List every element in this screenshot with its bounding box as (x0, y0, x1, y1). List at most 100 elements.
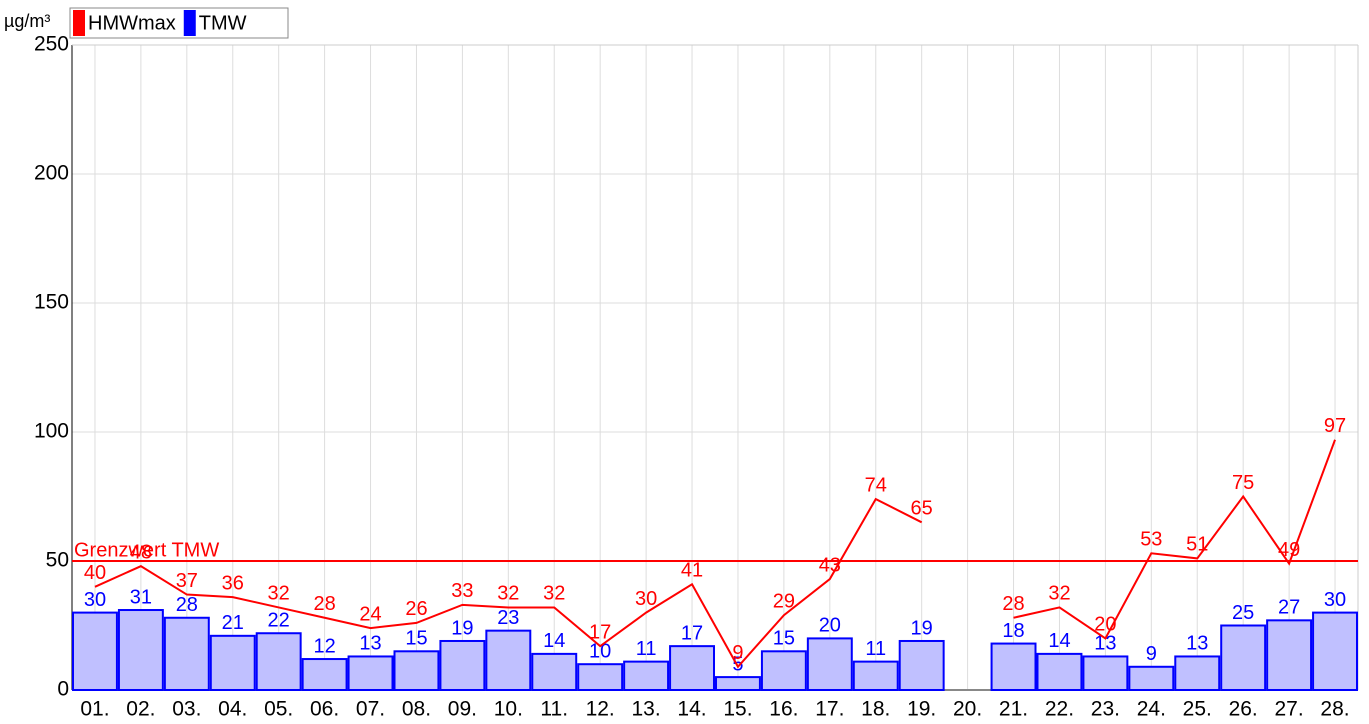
line-value-label: 29 (773, 590, 795, 612)
bar (806, 637, 853, 692)
bar-value-label: 15 (405, 628, 427, 650)
x-tick-label: 16. (769, 698, 798, 721)
line-value-label: 51 (1186, 534, 1208, 556)
line-value-label: 30 (635, 588, 657, 610)
x-tick-label: 03. (172, 698, 201, 721)
bar (715, 676, 761, 691)
x-tick-label: 09. (448, 698, 477, 721)
legend-label: HMWmax (88, 12, 176, 34)
bar-value-label: 17 (681, 622, 703, 644)
bar-value-label: 11 (636, 638, 657, 660)
bar (301, 658, 348, 691)
x-tick-label: 01. (80, 698, 109, 721)
bar (209, 634, 256, 692)
x-tick-label: 06. (310, 698, 339, 721)
x-tick-label: 11. (540, 698, 568, 721)
x-tick-label: 08. (402, 698, 431, 721)
x-tick-label: 17. (815, 698, 844, 721)
line (94, 439, 1336, 669)
line-value-label: 37 (176, 570, 198, 592)
line-value-label: 32 (543, 583, 565, 605)
x-tick-label: 07. (356, 698, 385, 721)
bar-value-label: 21 (222, 612, 244, 634)
x-tick-label: 27. (1275, 698, 1304, 721)
plot-area (72, 45, 1358, 690)
line-value-label: 9 (732, 642, 743, 664)
x-tick-label: 28. (1320, 698, 1349, 721)
bar-value-label: 13 (359, 633, 381, 655)
bar-value-label: 30 (84, 589, 106, 611)
bar (1266, 619, 1313, 692)
bar-value-label: 22 (268, 610, 290, 632)
bar (1128, 665, 1175, 692)
bar (1036, 652, 1083, 692)
x-tick-label: 13. (632, 698, 661, 721)
bar-value-label: 12 (313, 635, 335, 657)
line-value-label: 65 (911, 498, 933, 520)
line-value-label: 48 (130, 541, 152, 563)
x-tick-label: 25. (1183, 698, 1212, 721)
line-value-label: 28 (313, 593, 335, 615)
line-value-label: 75 (1232, 472, 1254, 494)
bar (898, 639, 945, 691)
line-value-label: 32 (268, 583, 290, 605)
bar-value-label: 30 (1324, 589, 1346, 611)
bar-value-label: 18 (1002, 620, 1024, 642)
y-tick-label: 50 (46, 549, 69, 572)
bar-value-label: 13 (1186, 633, 1208, 655)
bar (760, 650, 807, 691)
y-tick-label: 100 (34, 420, 69, 443)
x-tick-label: 10. (494, 698, 523, 721)
x-tick-label: 24. (1137, 698, 1166, 721)
bar-value-label: 9 (1146, 643, 1157, 665)
bar-value-label: 25 (1232, 602, 1254, 624)
line-value-label: 20 (1094, 614, 1116, 636)
x-tick-label: 26. (1229, 698, 1258, 721)
bar (852, 660, 899, 691)
bar (255, 632, 302, 691)
line-value-label: 43 (819, 554, 841, 576)
x-tick-label: 02. (126, 698, 155, 721)
bar-value-label: 31 (130, 586, 152, 608)
line-value-label: 26 (405, 598, 427, 620)
bar (72, 611, 118, 691)
x-tick-label: 18. (861, 698, 890, 721)
bar-value-label: 5 (732, 653, 743, 675)
line-value-label: 40 (84, 562, 106, 584)
x-tick-label: 19. (907, 698, 936, 721)
bar-value-label: 15 (773, 628, 795, 650)
legend-swatch (73, 10, 85, 36)
bar (485, 629, 532, 691)
bar-value-label: 13 (1094, 633, 1116, 655)
bar-value-label: 23 (497, 607, 519, 629)
bar (531, 652, 578, 692)
x-tick-label: 14. (677, 698, 706, 721)
line-value-label: 32 (497, 583, 519, 605)
x-tick-label: 21. (999, 698, 1028, 721)
unit-label: µg/m³ (4, 11, 50, 31)
threshold-label: Grenzwert TMW (74, 539, 219, 561)
y-tick-label: 250 (34, 33, 69, 56)
line-value-label: 17 (589, 621, 611, 643)
line-value-label: 28 (1002, 593, 1024, 615)
line-value-label: 53 (1140, 529, 1162, 551)
bar (577, 663, 624, 692)
bar (1174, 655, 1221, 692)
legend-swatch (183, 10, 196, 36)
line-value-label: 74 (865, 474, 887, 496)
bar-value-label: 19 (911, 617, 933, 639)
y-tick-label: 200 (34, 162, 69, 185)
line-value-label: 36 (222, 572, 244, 594)
bar-value-label: 27 (1278, 597, 1300, 619)
bar (1082, 655, 1129, 692)
bar (1312, 611, 1358, 691)
x-tick-label: 12. (586, 698, 615, 721)
bar-value-label: 10 (589, 640, 611, 662)
bar-value-label: 19 (451, 617, 473, 639)
legend (69, 7, 289, 39)
bar (163, 616, 210, 692)
line-value-label: 24 (359, 603, 381, 625)
y-tick-label: 150 (34, 291, 69, 314)
bar (439, 639, 486, 691)
